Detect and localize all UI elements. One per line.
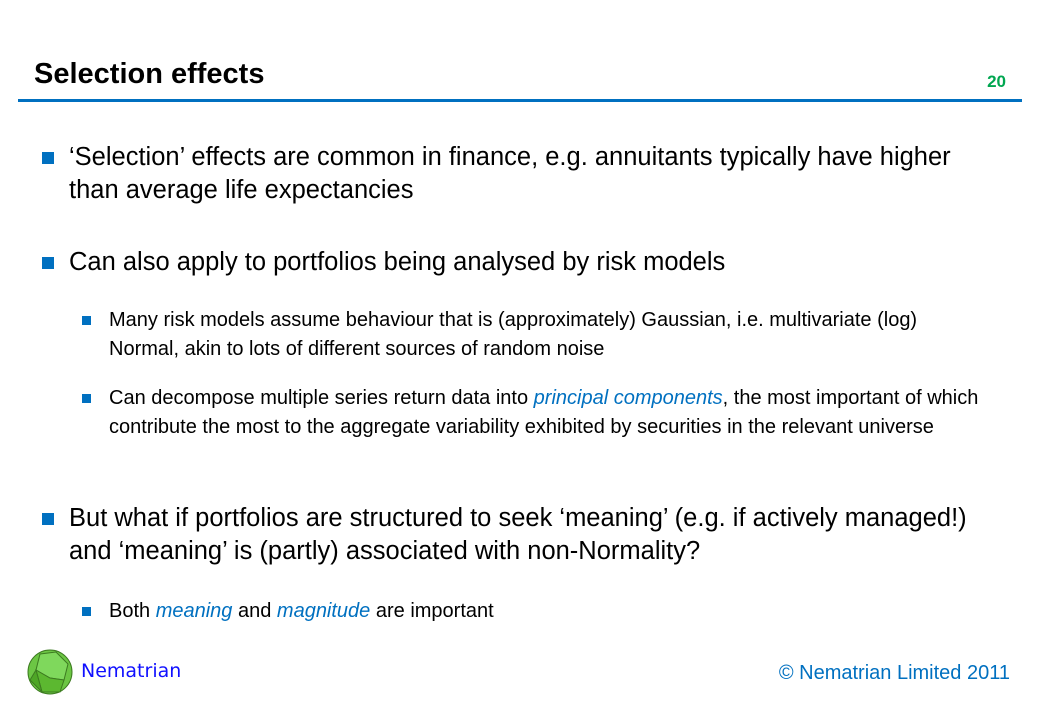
- bullet-square-icon: [82, 607, 91, 616]
- bullet-text: Can also apply to portfolios being analy…: [69, 248, 726, 276]
- bullet-2: Can also apply to portfolios being analy…: [42, 246, 989, 279]
- emphasis-principal-components: principal components: [533, 387, 723, 409]
- nematrian-logo-icon: [27, 649, 73, 695]
- bullet-3: But what if portfolios are structured to…: [42, 502, 989, 568]
- bullet-text: Both: [109, 600, 156, 622]
- sub-bullet-3: Both meaning and magnitude are important: [82, 597, 989, 626]
- bullet-text: But what if portfolios are structured to…: [69, 504, 967, 565]
- slide-title: Selection effects: [34, 58, 265, 90]
- bullet-text: and: [232, 600, 277, 622]
- bullet-text: Can decompose multiple series return dat…: [109, 387, 534, 409]
- bullet-square-icon: [42, 257, 54, 269]
- copyright: © Nematrian Limited 2011: [778, 662, 1010, 684]
- bullet-text: Many risk models assume behaviour that i…: [109, 309, 918, 360]
- sub-bullet-2: Can decompose multiple series return dat…: [82, 384, 989, 442]
- bullet-text: , the most important of which contribute…: [109, 387, 979, 438]
- bullet-text: are important: [370, 600, 494, 622]
- title-divider: [18, 99, 1022, 102]
- bullet-square-icon: [82, 394, 91, 403]
- emphasis-meaning: meaning: [155, 600, 233, 622]
- bullet-text: ‘Selection’ effects are common in financ…: [69, 143, 951, 204]
- bullet-square-icon: [42, 152, 54, 164]
- emphasis-magnitude: magnitude: [276, 600, 371, 622]
- sub-bullet-1: Many risk models assume behaviour that i…: [82, 306, 989, 364]
- bullet-1: ‘Selection’ effects are common in financ…: [42, 141, 989, 207]
- page-number: 20: [987, 72, 1006, 91]
- bullet-square-icon: [82, 316, 91, 325]
- brand-name: Nematrian: [81, 660, 182, 682]
- bullet-square-icon: [42, 513, 54, 525]
